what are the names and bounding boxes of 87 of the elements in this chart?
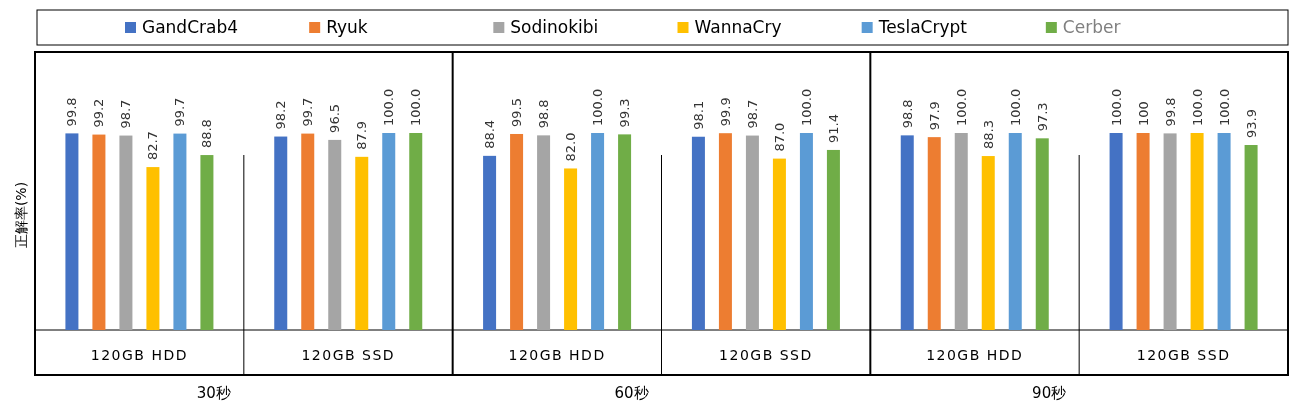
data-label: 100.0 (1189, 88, 1205, 126)
data-label: 99.7 (172, 97, 188, 127)
bar (301, 133, 315, 330)
data-label: 88.8 (199, 119, 215, 149)
bar (1244, 145, 1258, 330)
data-label: 99.2 (91, 98, 107, 128)
text: 60秒 (614, 384, 649, 402)
bar (409, 133, 423, 330)
bar (274, 136, 288, 330)
data-label: 100.0 (1108, 88, 1124, 126)
data-label: 88.4 (482, 119, 498, 149)
data-label: 98.1 (690, 100, 706, 130)
bar (328, 139, 342, 330)
data-label: 100.0 (953, 88, 969, 126)
bar (799, 133, 813, 330)
data-label: 98.8 (899, 99, 915, 129)
bar (1190, 133, 1204, 330)
data-label: 88.3 (980, 120, 996, 150)
bar (65, 133, 79, 330)
x-tick-label: 120GB HDD (508, 347, 606, 363)
bar (1163, 133, 1177, 330)
data-label: 93.9 (1243, 109, 1259, 139)
data-label: 100.0 (798, 88, 814, 126)
data-label: 87.0 (771, 122, 787, 152)
bar (537, 135, 551, 330)
data-label: 100.0 (1007, 88, 1023, 126)
data-label: 99.8 (64, 97, 80, 127)
bar (355, 156, 369, 330)
data-label: 97.3 (1034, 102, 1050, 132)
text: 30秒 (196, 384, 231, 402)
bar (1136, 133, 1150, 330)
data-label: 100 (1135, 101, 1151, 126)
data-label: 100.0 (590, 88, 606, 126)
bar (1109, 133, 1123, 330)
bar (772, 158, 786, 330)
data-label: 87.9 (354, 120, 370, 150)
bar (954, 133, 968, 330)
data-label: 99.3 (617, 98, 633, 128)
data-label: 82.0 (563, 132, 579, 162)
bar (691, 136, 705, 330)
data-label: 99.5 (509, 98, 525, 127)
bar (382, 133, 396, 330)
data-label: 100.0 (381, 88, 397, 126)
data-label: 96.5 (327, 103, 343, 133)
bar (1035, 138, 1049, 330)
text: 90秒 (1032, 384, 1067, 402)
x-tick-label: 120GB SSD (301, 347, 396, 363)
legend-label: Ryuk (326, 17, 368, 37)
bar (119, 135, 133, 330)
bar (564, 168, 578, 330)
data-label: 97.9 (926, 101, 942, 131)
data-label: 98.7 (744, 99, 760, 129)
bar (745, 135, 759, 330)
data-label: 99.7 (300, 97, 316, 127)
y-axis-title: 正解率(%) (13, 181, 29, 249)
legend-label: TeslaCrypt (877, 17, 968, 37)
bar (927, 137, 941, 330)
bar (826, 149, 840, 330)
bar (146, 167, 160, 330)
x-tick-label: 120GB HDD (926, 347, 1024, 363)
data-label: 98.7 (118, 99, 134, 129)
bar (900, 135, 914, 330)
x-tick-label: 120GB HDD (90, 347, 189, 363)
data-label: 98.8 (536, 99, 552, 129)
bar (981, 156, 995, 330)
bar (1217, 133, 1231, 330)
data-label: 100.0 (1216, 88, 1232, 126)
data-label: 98.2 (273, 100, 289, 130)
bar (618, 134, 632, 330)
bar (200, 155, 214, 330)
bar (510, 133, 524, 330)
data-label: 82.7 (145, 131, 161, 161)
bar (173, 133, 187, 330)
legend-label: Cerber (1062, 17, 1121, 37)
legend-label: Sodinokibi (510, 17, 599, 37)
bar (92, 134, 106, 330)
data-label: 99.8 (1162, 97, 1178, 127)
data-label: 99.9 (717, 97, 733, 127)
x-tick-label: 120GB SSD (1136, 347, 1231, 363)
bar (591, 133, 605, 330)
legend-label: WannaCry (694, 17, 782, 37)
x-tick-label: 120GB SSD (719, 347, 813, 363)
data-label: 100.0 (408, 88, 424, 126)
bar (1008, 133, 1022, 330)
data-label: 91.4 (825, 113, 841, 143)
bar (483, 155, 497, 330)
bar (718, 133, 732, 330)
